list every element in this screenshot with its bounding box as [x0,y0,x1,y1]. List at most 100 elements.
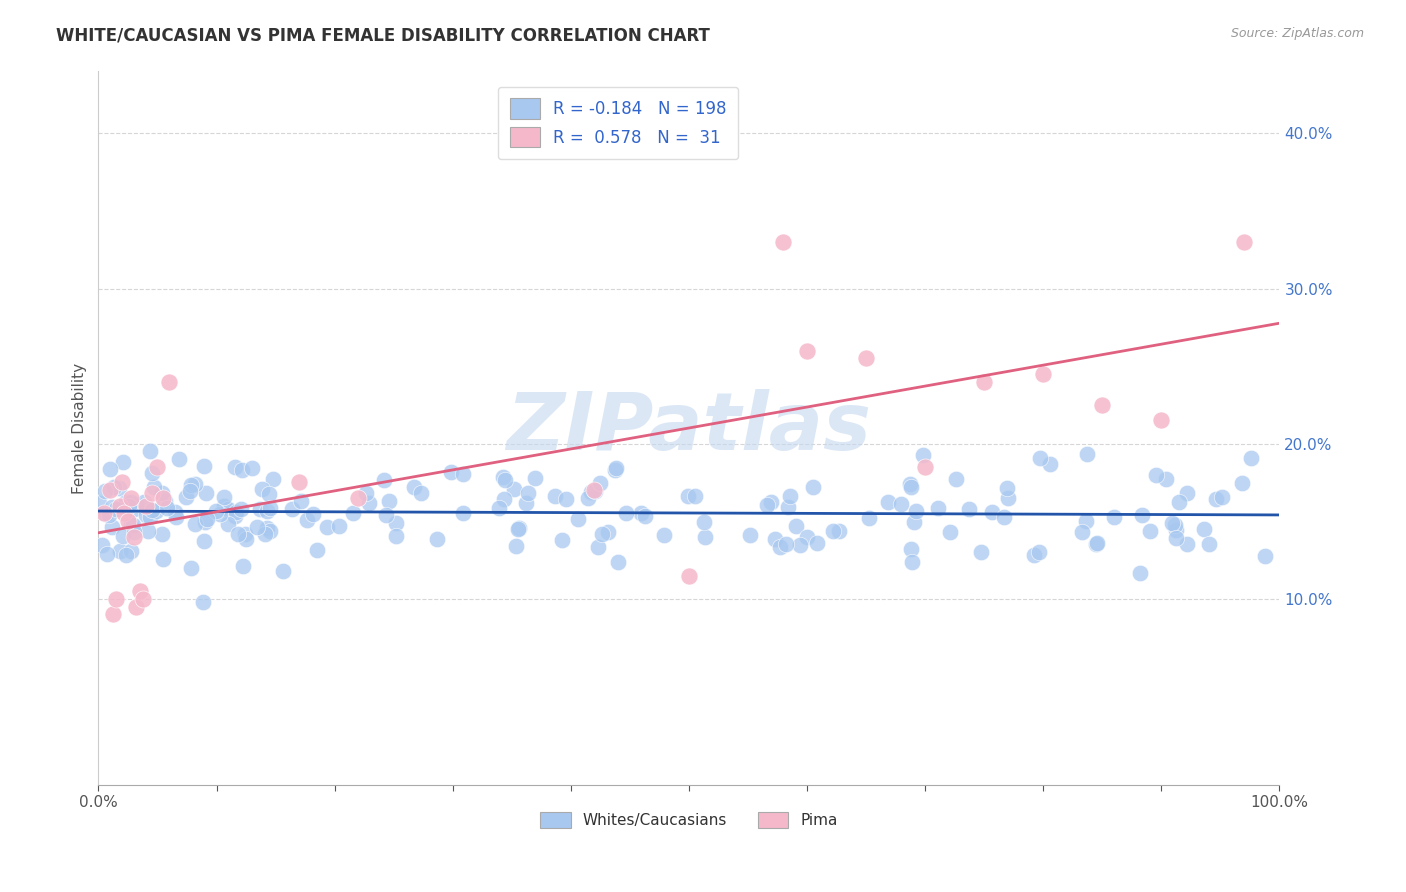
Point [828,524,851,538]
Point [259,501,281,516]
Point [141,502,163,516]
Point [180,477,202,491]
Point [900,555,922,569]
Point [596,524,619,539]
Point [945,472,967,486]
Y-axis label: Female Disability: Female Disability [72,362,87,494]
Point [89,496,111,510]
Point [117,499,139,513]
Point [579,485,602,500]
Point [145,504,167,518]
Point [890,497,912,511]
Point [1166,531,1188,545]
Point [135,499,157,513]
Point [785,519,807,533]
Point [120,517,142,532]
Point [152,551,174,566]
Point [281,501,304,516]
Point [120,495,142,509]
Text: ZIPatlas: ZIPatlas [506,389,872,467]
Point [567,512,589,526]
Point [1076,514,1098,528]
Point [347,491,370,505]
Point [589,476,612,491]
Point [1177,486,1199,500]
Point [108,543,131,558]
Point [112,455,135,469]
Point [1102,510,1125,524]
Point [1038,457,1060,471]
Point [108,481,131,495]
Point [193,594,215,608]
Point [301,507,323,521]
Point [970,545,993,559]
Point [1233,235,1256,249]
Point [898,476,921,491]
Point [676,490,699,504]
Point [195,485,218,500]
Point [1085,536,1108,550]
Point [803,480,825,494]
Point [271,564,294,578]
Point [354,486,377,500]
Point [997,491,1019,506]
Point [583,483,606,498]
Point [779,489,801,503]
Point [253,527,276,541]
Point [973,375,995,389]
Point [939,525,962,540]
Point [316,520,339,534]
Point [693,515,716,529]
Point [789,538,811,552]
Point [101,607,124,622]
Point [904,504,927,518]
Point [693,530,716,544]
Point [544,490,567,504]
Point [226,527,249,541]
Point [603,463,626,477]
Point [993,509,1015,524]
Point [141,486,163,500]
Point [1175,537,1198,551]
Point [240,461,263,475]
Point [1150,413,1173,427]
Point [494,491,516,506]
Point [204,504,226,518]
Point [180,561,202,575]
Point [153,494,176,508]
Point [614,506,637,520]
Point [1028,544,1050,558]
Point [488,501,510,516]
Point [98,461,121,475]
Point [796,530,818,544]
Point [1076,447,1098,461]
Point [957,501,980,516]
Point [104,501,127,516]
Point [128,584,150,599]
Point [555,491,578,506]
Point [112,507,135,521]
Point [250,482,273,496]
Point [357,496,380,510]
Point [194,516,217,530]
Point [1166,523,1188,537]
Point [439,465,461,479]
Point [183,477,205,491]
Point [772,235,794,249]
Point [122,524,145,539]
Point [900,542,922,557]
Point [152,491,174,505]
Point [912,448,935,462]
Point [515,496,537,510]
Point [402,480,425,494]
Point [769,540,792,554]
Point [259,487,281,501]
Point [141,466,163,480]
Point [385,528,408,542]
Point [212,490,235,504]
Point [112,529,135,543]
Legend: Whites/Caucasians, Pima: Whites/Caucasians, Pima [534,806,844,834]
Point [586,540,609,554]
Point [821,524,844,538]
Point [165,509,187,524]
